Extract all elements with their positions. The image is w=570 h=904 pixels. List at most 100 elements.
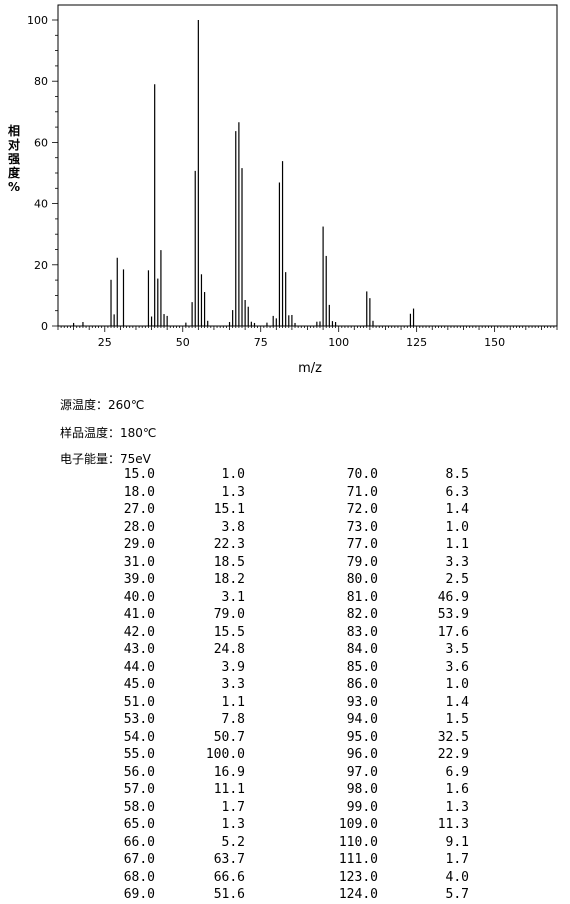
source-temperature: 源温度：260℃ xyxy=(60,398,145,412)
peak-mz-value: 69.0 xyxy=(123,887,155,902)
peak-intensity-value: 16.9 xyxy=(213,764,245,780)
peak-mz-value: 42.0 xyxy=(123,624,155,640)
peak-mz-value: 40.0 xyxy=(123,589,155,605)
peak-intensity-value: 6.3 xyxy=(445,484,469,500)
peak-intensity-value: 7.8 xyxy=(221,712,245,727)
peak-mz-value: 96.0 xyxy=(346,747,378,762)
y-tick-label: 0 xyxy=(41,320,48,333)
peak-intensity-value: 5.2 xyxy=(221,834,245,850)
y-axis-label-char: 对 xyxy=(8,137,20,152)
peak-mz-value: 93.0 xyxy=(346,694,378,710)
y-tick-label: 60 xyxy=(34,136,48,149)
peak-mz-value: 86.0 xyxy=(346,677,378,692)
peak-mz-value: 85.0 xyxy=(346,659,378,675)
peak-intensity-value: 3.3 xyxy=(445,554,469,570)
peak-intensity-value: 1.0 xyxy=(221,467,245,482)
peak-mz-value: 57.0 xyxy=(123,782,155,797)
y-axis-label-char: % xyxy=(8,180,20,194)
peak-intensity-value: 17.6 xyxy=(437,624,469,640)
peak-mz-value: 124.0 xyxy=(338,887,378,902)
peak-intensity-value: 24.8 xyxy=(213,642,245,657)
x-tick-label: 150 xyxy=(484,336,505,349)
peak-intensity-value: 18.2 xyxy=(213,572,245,587)
peak-mz-value: 39.0 xyxy=(123,572,155,587)
x-axis-label: m/z xyxy=(298,361,322,376)
chart-axes: 25 50 75 100 125 150 0 20 40 60 80 100 xyxy=(27,4,558,349)
chart-bars xyxy=(72,20,415,326)
peak-intensity-value: 6.9 xyxy=(445,764,469,780)
peak-intensity-value: 1.3 xyxy=(221,484,245,500)
peak-intensity-value: 3.1 xyxy=(221,589,245,605)
electron-energy: 电子能量：75eV xyxy=(60,452,151,466)
peak-mz-value: 95.0 xyxy=(346,729,378,745)
peak-mz-value: 84.0 xyxy=(346,642,378,657)
peak-mz-value: 66.0 xyxy=(123,834,155,850)
sample-temperature: 样品温度：180℃ xyxy=(60,426,157,440)
peak-mz-value: 109.0 xyxy=(338,817,378,832)
peak-mz-value: 51.0 xyxy=(123,694,155,710)
peak-intensity-value: 11.1 xyxy=(213,782,245,797)
peak-intensity-value: 46.9 xyxy=(437,589,469,605)
peak-mz-value: 28.0 xyxy=(123,519,155,535)
peak-mz-value: 31.0 xyxy=(123,554,155,570)
peak-intensity-value: 53.9 xyxy=(437,607,469,622)
y-axis-label-char: 强 xyxy=(8,152,20,166)
peak-mz-value: 99.0 xyxy=(346,799,378,815)
peak-mz-value: 27.0 xyxy=(123,502,155,517)
peak-mz-value: 97.0 xyxy=(346,764,378,780)
peak-intensity-value: 9.1 xyxy=(445,834,469,850)
y-axis-label-char: 度 xyxy=(8,165,21,180)
peak-mz-value: 15.0 xyxy=(123,467,155,482)
peak-intensity-value: 3.6 xyxy=(445,659,469,675)
y-tick-label: 100 xyxy=(27,14,48,27)
peak-intensity-value: 66.6 xyxy=(213,869,245,885)
peak-mz-value: 98.0 xyxy=(346,782,378,797)
peak-intensity-value: 100.0 xyxy=(205,747,245,762)
x-tick-label: 75 xyxy=(254,336,268,349)
plot-frame xyxy=(57,4,558,327)
peak-intensity-value: 22.3 xyxy=(213,537,245,552)
peak-intensity-value: 1.5 xyxy=(445,712,469,727)
peak-intensity-value: 3.8 xyxy=(221,519,245,535)
peak-mz-value: 18.0 xyxy=(123,484,155,500)
peak-mz-value: 123.0 xyxy=(338,869,378,885)
peak-mz-value: 44.0 xyxy=(123,659,155,675)
peak-mz-value: 71.0 xyxy=(346,484,378,500)
y-tick-label: 80 xyxy=(34,75,48,88)
peak-mz-value: 53.0 xyxy=(123,712,155,727)
peak-mz-value: 70.0 xyxy=(346,467,378,482)
peak-intensity-value: 1.1 xyxy=(221,694,245,710)
peak-intensity-value: 4.0 xyxy=(445,869,469,885)
peak-mz-value: 43.0 xyxy=(123,642,155,657)
x-tick-label: 100 xyxy=(328,336,349,349)
peak-intensity-value: 11.3 xyxy=(437,817,469,832)
peak-mz-value: 110.0 xyxy=(338,834,378,850)
peak-mz-value: 81.0 xyxy=(346,589,378,605)
peak-mz-value: 79.0 xyxy=(346,554,378,570)
peak-mz-value: 73.0 xyxy=(346,519,378,535)
peak-intensity-value: 15.5 xyxy=(213,624,245,640)
peak-intensity-value: 3.5 xyxy=(445,642,469,657)
peak-intensity-value: 1.0 xyxy=(445,519,469,535)
y-tick-label: 40 xyxy=(34,198,48,211)
peak-intensity-value: 15.1 xyxy=(213,502,245,517)
peak-mz-value: 65.0 xyxy=(123,817,155,832)
x-tick-label: 50 xyxy=(176,336,190,349)
peak-intensity-value: 1.0 xyxy=(445,677,469,692)
x-tick-label: 25 xyxy=(98,336,112,349)
peak-mz-value: 82.0 xyxy=(346,607,378,622)
peak-intensity-value: 1.3 xyxy=(445,799,469,815)
peak-mz-value: 45.0 xyxy=(123,677,155,692)
peak-intensity-value: 1.7 xyxy=(221,799,245,815)
peak-intensity-value: 18.5 xyxy=(213,554,245,570)
peak-mz-value: 41.0 xyxy=(123,607,155,622)
peak-mz-value: 80.0 xyxy=(346,572,378,587)
peak-intensity-value: 1.4 xyxy=(445,694,469,710)
peak-mz-value: 67.0 xyxy=(123,852,155,867)
peak-intensity-value: 51.6 xyxy=(213,887,245,902)
peak-intensity-value: 1.1 xyxy=(445,537,469,552)
peak-intensity-value: 3.9 xyxy=(221,659,245,675)
peak-intensity-value: 2.5 xyxy=(445,572,469,587)
y-tick-label: 20 xyxy=(34,259,48,272)
